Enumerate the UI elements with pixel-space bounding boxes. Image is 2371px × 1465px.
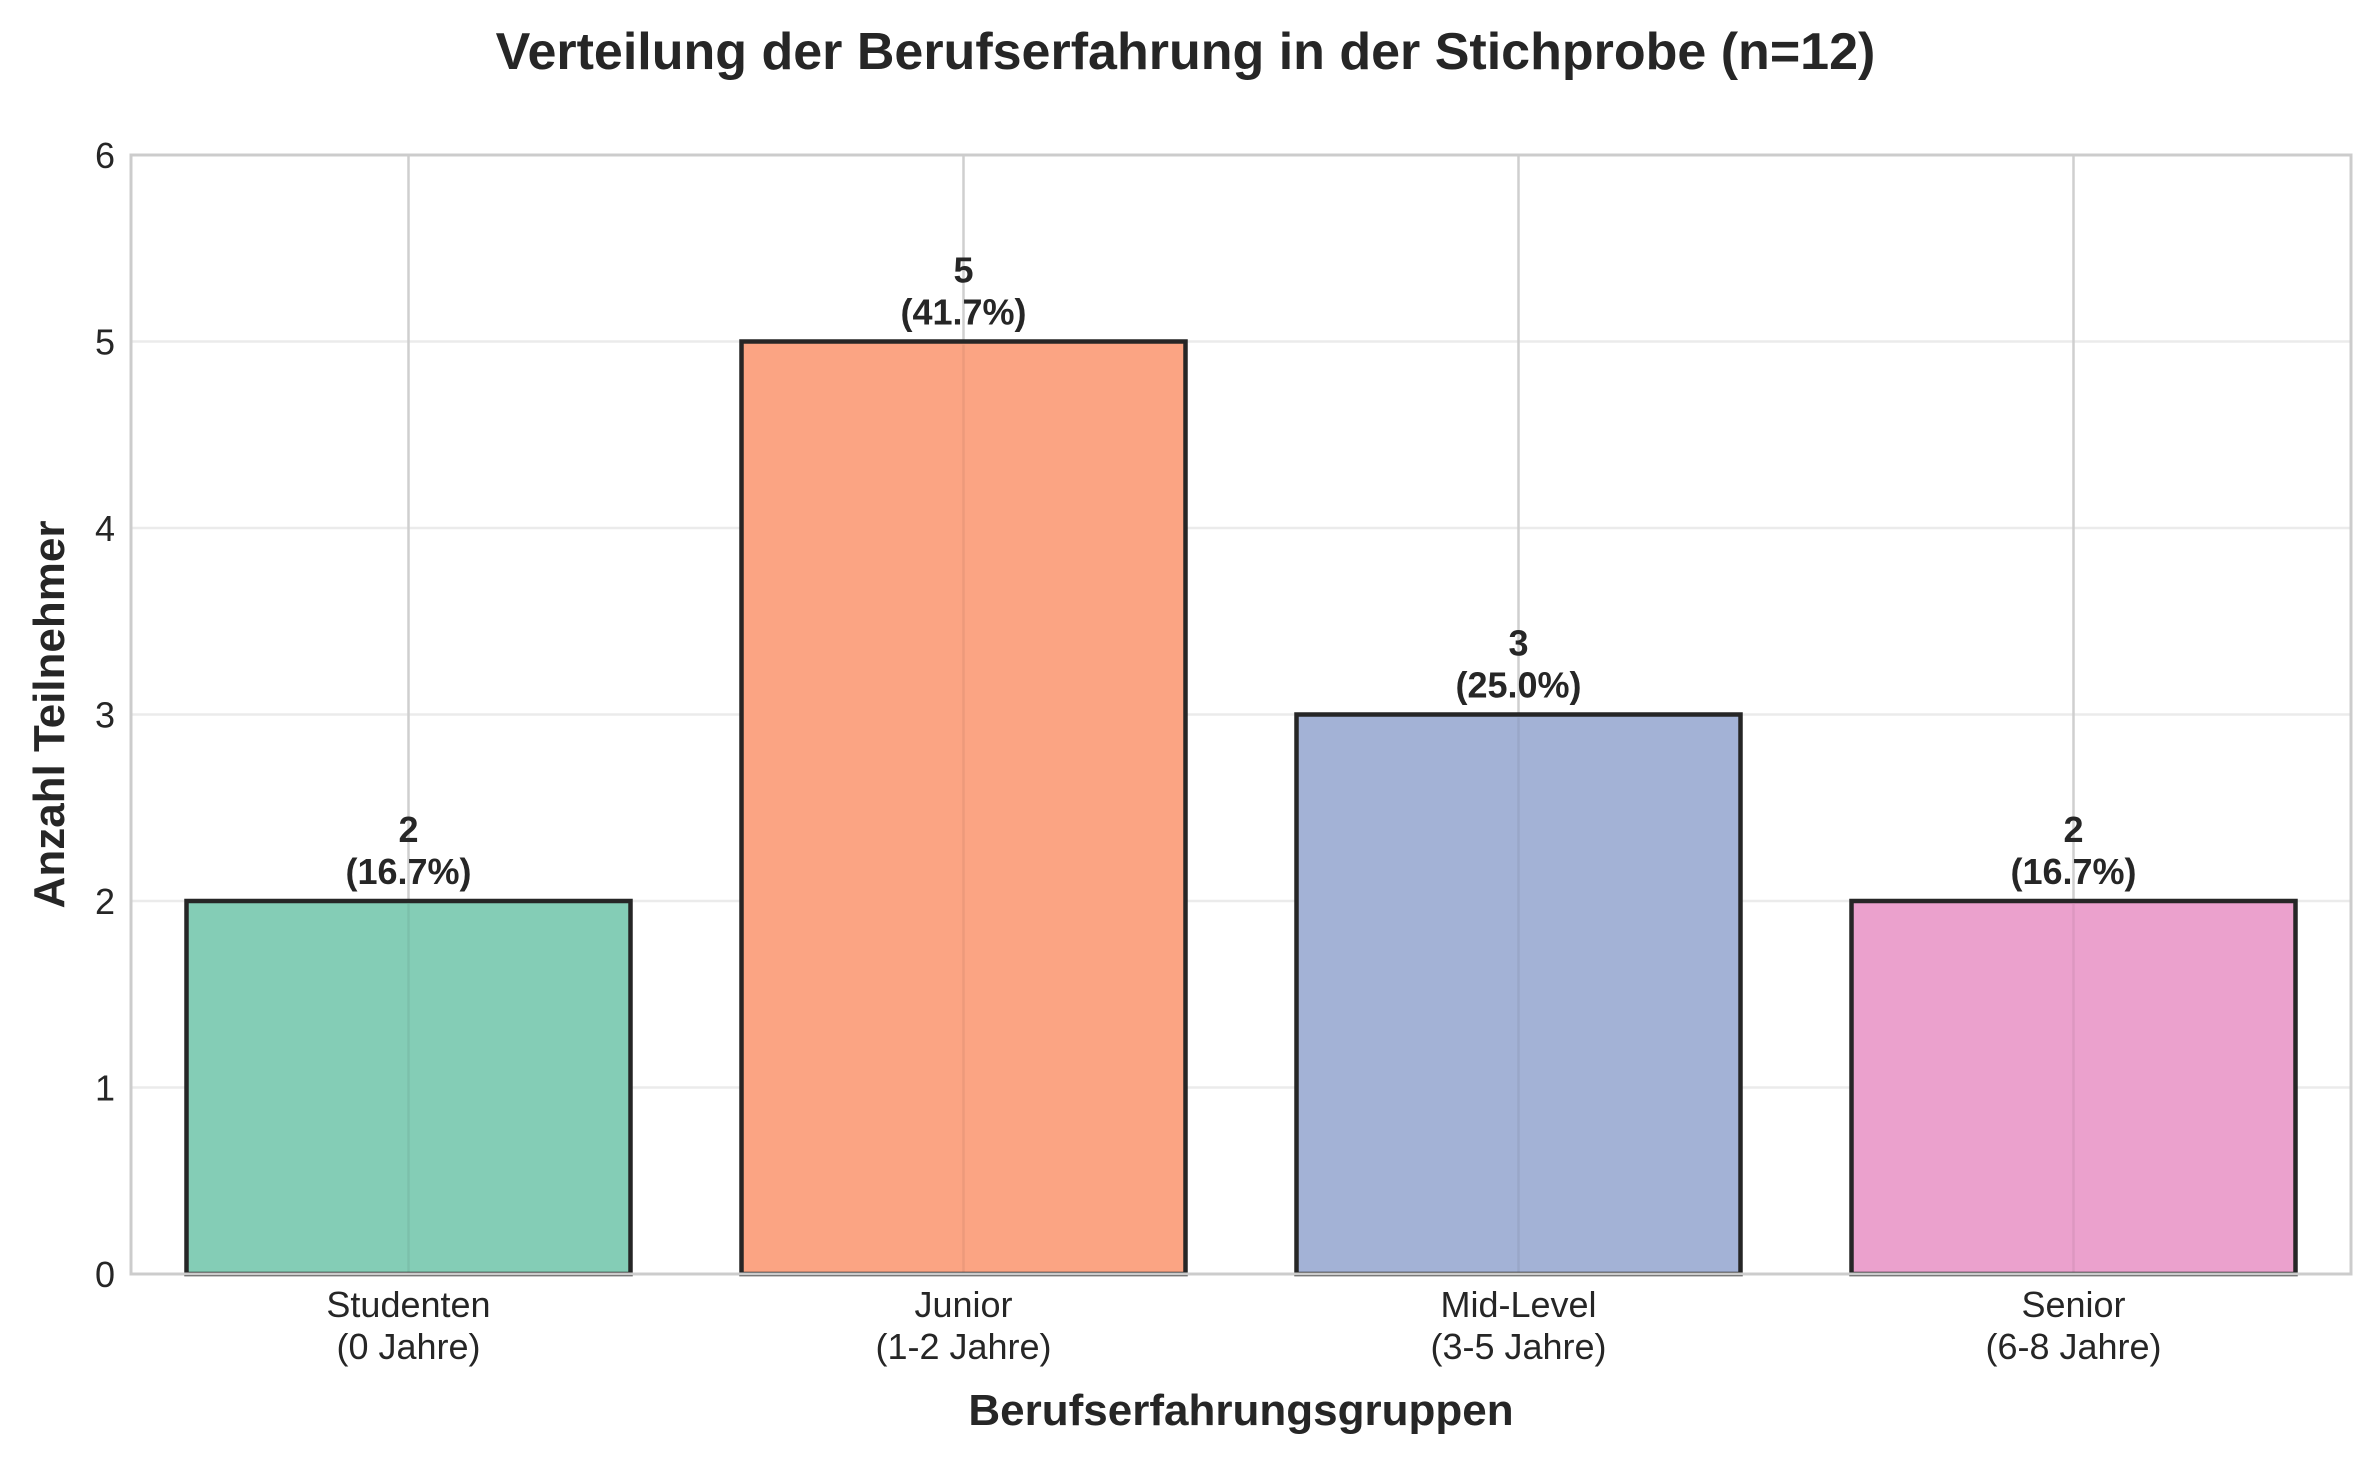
x-tick-label-3: Mid-Level (3-5 Jahre) bbox=[1430, 1284, 1606, 1367]
x-tick-label-line: Mid-Level bbox=[1440, 1284, 1596, 1325]
x-tick-label-line: (1-2 Jahre) bbox=[875, 1326, 1051, 1367]
bar-4 bbox=[1849, 898, 2298, 1277]
bar-1 bbox=[184, 898, 633, 1277]
y-tick-label-3: 3 bbox=[95, 695, 115, 736]
y-tick-label-5: 5 bbox=[95, 322, 115, 363]
y-tick-label-6: 6 bbox=[95, 135, 115, 176]
x-tick-label-line: (0 Jahre) bbox=[336, 1326, 480, 1367]
x-tick-label-4: Senior (6-8 Jahre) bbox=[1985, 1284, 2161, 1367]
y-tick-label-1: 1 bbox=[95, 1068, 115, 1109]
bar-percent-label-4: (16.7%) bbox=[2010, 851, 2136, 892]
x-axis-label: Berufserfahrungsgruppen bbox=[968, 1386, 1513, 1435]
bars bbox=[184, 339, 2298, 1277]
bar-count-label-1: 2 bbox=[398, 809, 418, 850]
bar-percent-label-3: (25.0%) bbox=[1455, 665, 1581, 706]
chart-title: Verteilung der Berufserfahrung in der St… bbox=[495, 23, 1876, 81]
plot-border bbox=[129, 153, 2353, 1276]
bar-value-labels: 2(16.7%)5(41.7%)3(25.0%)2(16.7%) bbox=[345, 250, 2136, 893]
bar-count-label-2: 5 bbox=[953, 250, 973, 291]
x-tick-label-line: (3-5 Jahre) bbox=[1430, 1326, 1606, 1367]
bar-count-label-4: 2 bbox=[2063, 809, 2083, 850]
x-tick-label-line: Junior bbox=[914, 1284, 1012, 1325]
bar-percent-label-1: (16.7%) bbox=[345, 851, 471, 892]
bar-percent-label-2: (41.7%) bbox=[900, 292, 1026, 333]
y-tick-label-0: 0 bbox=[95, 1254, 115, 1295]
x-tick-label-line: Studenten bbox=[326, 1284, 490, 1325]
bar-2 bbox=[739, 339, 1188, 1277]
y-tick-label-4: 4 bbox=[95, 508, 115, 549]
x-tick-label-2: Junior (1-2 Jahre) bbox=[875, 1284, 1051, 1367]
y-tick-label-2: 2 bbox=[95, 881, 115, 922]
y-axis-label: Anzahl Teilnehmer bbox=[25, 521, 74, 909]
tick-labels: 0 1 2 3 4 5 6 Studenten (0 Jahre) Junior (1-2 Jahr… bbox=[95, 135, 2162, 1367]
plot-frame bbox=[129, 153, 2353, 1276]
x-tick-label-line: (6-8 Jahre) bbox=[1985, 1326, 2161, 1367]
x-tick-label-1: Studenten (0 Jahre) bbox=[326, 1284, 490, 1367]
x-tick-label-line: Senior bbox=[2021, 1284, 2125, 1325]
bar-count-label-3: 3 bbox=[1508, 623, 1528, 664]
